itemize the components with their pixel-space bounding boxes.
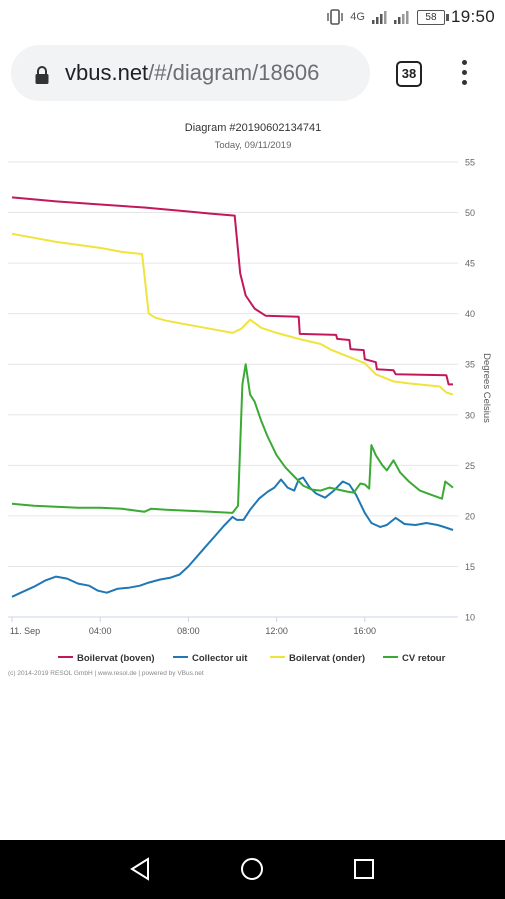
y-tick-label: 30 — [465, 410, 475, 420]
series-line-2 — [11, 476, 454, 598]
y-tick-label: 40 — [465, 309, 475, 319]
vibrate-icon — [327, 9, 343, 25]
y-tick-label: 15 — [465, 562, 475, 572]
back-icon[interactable] — [129, 857, 151, 881]
status-icons: 4G 58 19:50 — [326, 6, 495, 28]
y-tick-label: 25 — [465, 461, 475, 471]
copyright-text: (c) 2014-2019 RESOL GmbH | www.resol.de … — [8, 670, 204, 677]
series-line-3 — [11, 232, 454, 396]
y-tick-label: 55 — [465, 158, 475, 168]
x-tick-label: 08:00 — [177, 626, 200, 636]
chart-area: Diagram #20190602134741 Today, 09/11/201… — [0, 112, 505, 840]
y-axis-ticks: 10 15 20 25 30 35 40 45 50 55 — [465, 158, 475, 623]
y-tick-label: 35 — [465, 360, 475, 370]
chart-gridlines — [8, 161, 458, 618]
y-tick-label: 20 — [465, 511, 475, 521]
status-bar: 4G 58 19:50 — [0, 0, 505, 34]
x-axis-ticks: 11. Sep 04:00 08:00 12:00 16:00 — [8, 616, 458, 636]
tab-switcher-button[interactable]: 38 — [396, 61, 422, 87]
legend-label[interactable]: CV retour — [402, 653, 446, 664]
url-path: /#/diagram/18606 — [148, 60, 320, 85]
x-tick-label: 16:00 — [354, 626, 377, 636]
series-line-1 — [11, 196, 453, 386]
series-line-4 — [11, 363, 454, 514]
android-nav-bar — [0, 840, 505, 899]
y-tick-label: 10 — [465, 613, 475, 623]
legend-label[interactable]: Boilervat (onder) — [289, 653, 365, 664]
address-bar[interactable]: vbus.net/#/diagram/18606 — [11, 45, 370, 101]
x-tick-label: 04:00 — [89, 626, 112, 636]
status-time: 19:50 — [450, 7, 495, 26]
recents-icon[interactable] — [353, 857, 375, 881]
y-tick-label: 50 — [465, 208, 475, 218]
lock-icon — [35, 66, 49, 84]
more-menu-icon[interactable] — [462, 60, 468, 88]
network-type-label: 4G — [350, 11, 365, 23]
series-lines — [11, 196, 454, 598]
line-chart: Diagram #20190602134741 Today, 09/11/201… — [8, 122, 492, 677]
x-tick-label: 12:00 — [265, 626, 288, 636]
url-text[interactable]: vbus.net/#/diagram/18606 — [65, 60, 319, 86]
x-tick-label: 11. Sep — [10, 626, 40, 636]
battery-icon: 58 — [416, 9, 449, 25]
chart-subtitle: Today, 09/11/2019 — [215, 140, 292, 151]
y-tick-label: 45 — [465, 259, 475, 269]
browser-toolbar: vbus.net/#/diagram/18606 38 — [0, 34, 505, 112]
home-icon[interactable] — [240, 857, 264, 881]
signal-icon — [371, 11, 387, 24]
legend-label[interactable]: Collector uit — [192, 653, 248, 664]
chart-title: Diagram #20190602134741 — [185, 122, 321, 134]
signal-icon-2 — [393, 11, 409, 24]
chart-legend: Boilervat (boven) Collector uit Boilervat … — [58, 653, 446, 664]
legend-label[interactable]: Boilervat (boven) — [77, 653, 155, 664]
url-host: vbus.net — [65, 60, 149, 85]
y-axis-label: Degrees Celsius — [481, 353, 492, 423]
